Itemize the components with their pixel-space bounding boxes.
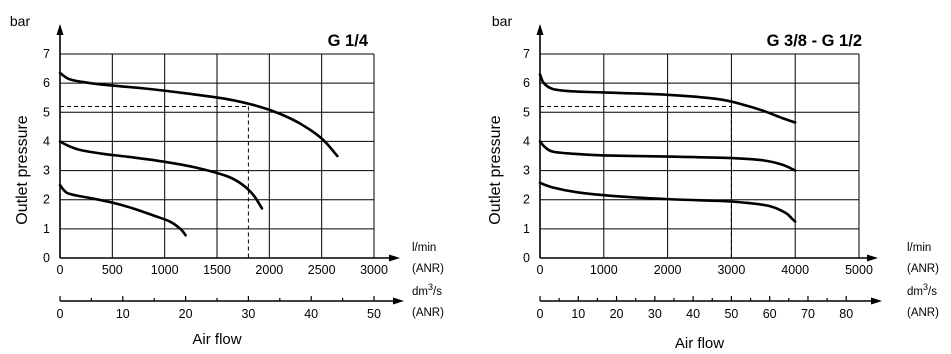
secondary-tick-label: 40 [686, 307, 700, 321]
y-tick-label: 4 [43, 134, 50, 148]
pressure-curve-3 [538, 181, 797, 223]
x-tick-label: 2500 [308, 263, 336, 277]
pressure-curve-2 [538, 140, 797, 172]
y-tick-label: 5 [523, 105, 530, 119]
secondary-tick-label: 30 [648, 307, 662, 321]
x-tick-label: 1000 [590, 263, 618, 277]
y-tick-label: 0 [43, 251, 50, 265]
y-tick-label: 3 [523, 164, 530, 178]
x-unit-primary-anr: (ANR) [907, 263, 939, 275]
x-tick-label: 500 [102, 263, 123, 277]
y-tick-label: 4 [523, 134, 530, 148]
y-tick-label: 7 [523, 47, 530, 61]
y-axis-title: Outlet pressure [487, 115, 504, 224]
unit-superscript: 3 [428, 282, 433, 292]
x-unit-secondary-anr: (ANR) [907, 307, 939, 319]
x-axis-primary-arrow [389, 254, 400, 262]
unit-text: /s [433, 286, 442, 298]
x-unit-primary: l/min [412, 242, 436, 254]
secondary-tick-label: 70 [801, 307, 815, 321]
pressure-curve-1 [538, 73, 797, 124]
unit-text: /s [928, 286, 937, 298]
x-unit-primary-anr: (ANR) [412, 263, 444, 275]
x-tick-label: 0 [537, 263, 544, 277]
x-tick-label: 4000 [781, 263, 809, 277]
chart-title: G 3/8 - G 1/2 [767, 32, 862, 50]
secondary-tick-label: 30 [241, 307, 255, 321]
unit-text: dm [412, 286, 428, 298]
unit-superscript: 3 [923, 282, 928, 292]
pressure-curve-3 [58, 183, 187, 237]
y-unit-label: bar [10, 13, 31, 29]
x-tick-label: 5000 [845, 263, 873, 277]
x-tick-label: 3000 [360, 263, 388, 277]
y-tick-label: 3 [43, 164, 50, 178]
x-tick-label: 2000 [255, 263, 283, 277]
y-tick-label: 2 [43, 193, 50, 207]
x-axis-primary-arrow [867, 254, 878, 262]
y-unit-label: bar [492, 13, 513, 29]
y-axis-title: Outlet pressure [14, 115, 31, 224]
x-tick-label: 2000 [654, 263, 682, 277]
x-axis-secondary-arrow [871, 297, 882, 305]
pressure-curve-2 [58, 140, 264, 210]
y-tick-label: 6 [43, 76, 50, 90]
x-tick-label: 3000 [717, 263, 745, 277]
x-axis-secondary-arrow [393, 297, 404, 305]
x-axis-title: Air flow [192, 331, 241, 348]
secondary-tick-label: 0 [537, 307, 544, 321]
unit-text: dm [907, 286, 923, 298]
x-unit-secondary-anr: (ANR) [412, 307, 444, 319]
secondary-tick-label: 80 [839, 307, 853, 321]
y-axis-arrow [536, 24, 544, 35]
y-tick-label: 5 [43, 105, 50, 119]
x-unit-primary: l/min [907, 242, 931, 254]
x-tick-label: 1500 [203, 263, 231, 277]
x-tick-label: 0 [57, 263, 64, 277]
secondary-tick-label: 50 [724, 307, 738, 321]
secondary-tick-label: 10 [116, 307, 130, 321]
secondary-tick-label: 0 [57, 307, 64, 321]
y-tick-label: 6 [523, 76, 530, 90]
chart-title: G 1/4 [328, 32, 369, 50]
y-tick-label: 1 [523, 222, 530, 236]
x-unit-secondary: dm3/s [412, 282, 442, 298]
secondary-tick-label: 60 [763, 307, 777, 321]
secondary-tick-label: 40 [304, 307, 318, 321]
secondary-tick-label: 20 [610, 307, 624, 321]
secondary-tick-label: 50 [367, 307, 381, 321]
pressure-curve-1 [58, 71, 339, 158]
secondary-tick-label: 20 [179, 307, 193, 321]
y-tick-label: 1 [43, 222, 50, 236]
y-axis-arrow [56, 24, 64, 35]
x-tick-label: 1000 [151, 263, 179, 277]
y-tick-label: 2 [523, 193, 530, 207]
x-axis-title: Air flow [675, 335, 724, 352]
y-tick-label: 0 [523, 251, 530, 265]
x-unit-secondary: dm3/s [907, 282, 937, 298]
secondary-tick-label: 10 [571, 307, 585, 321]
y-tick-label: 7 [43, 47, 50, 61]
